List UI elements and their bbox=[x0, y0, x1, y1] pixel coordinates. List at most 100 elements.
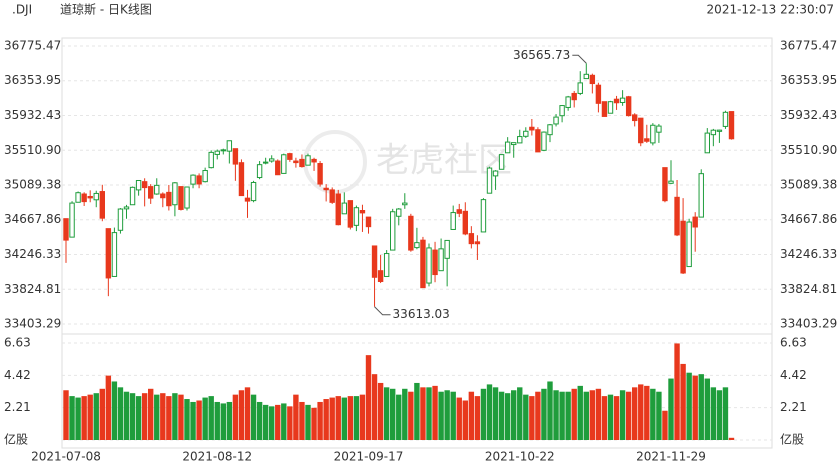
volume-bar bbox=[529, 396, 535, 440]
volume-bar bbox=[148, 388, 154, 440]
candle-body bbox=[426, 247, 432, 284]
candle-body bbox=[722, 111, 729, 127]
candle-body bbox=[613, 98, 620, 104]
volume-bar bbox=[468, 391, 475, 440]
candle-body bbox=[123, 206, 130, 210]
candle-body bbox=[632, 114, 638, 122]
candle-body bbox=[674, 196, 680, 236]
volume-bar bbox=[656, 391, 662, 440]
candle-body bbox=[111, 232, 118, 277]
volume-bar bbox=[129, 393, 136, 440]
volume-bar bbox=[63, 390, 69, 440]
candle-body bbox=[87, 195, 93, 199]
volume-bar bbox=[269, 406, 275, 440]
candle-body bbox=[335, 193, 341, 226]
candle-body bbox=[504, 141, 511, 154]
candle-body bbox=[619, 97, 626, 104]
volume-bar bbox=[601, 396, 608, 440]
volume-bar bbox=[438, 391, 444, 440]
candle-body bbox=[638, 117, 644, 144]
volume-bar bbox=[650, 388, 656, 440]
volume-bar bbox=[523, 394, 529, 440]
volume-bar bbox=[335, 396, 341, 440]
volume-bar bbox=[486, 384, 493, 440]
candle-body bbox=[480, 199, 487, 233]
candle-body bbox=[196, 175, 202, 185]
candle-body bbox=[232, 148, 239, 165]
volume-bar bbox=[359, 394, 366, 440]
candle-body bbox=[99, 191, 105, 219]
y-tick-label: 34667.86 bbox=[4, 212, 61, 226]
y-tick-label: 35510.90 bbox=[4, 143, 61, 157]
candle-body bbox=[299, 158, 305, 168]
volume-bar bbox=[135, 396, 142, 440]
volume-bar bbox=[583, 391, 589, 440]
y-tick-label-right: 35089.38 bbox=[780, 178, 837, 192]
candle-body bbox=[408, 215, 414, 251]
volume-bar bbox=[408, 391, 414, 440]
candle-body bbox=[390, 211, 396, 251]
volume-bar bbox=[172, 393, 178, 440]
candle-body bbox=[547, 124, 553, 136]
candle-body bbox=[444, 239, 450, 259]
volume-bar bbox=[716, 390, 723, 440]
volume-bar bbox=[214, 401, 220, 440]
y-tick-label-right: 35932.43 bbox=[780, 108, 837, 122]
volume-bar bbox=[111, 381, 118, 440]
candle-body bbox=[704, 132, 710, 154]
volume-bar bbox=[287, 406, 293, 440]
volume-bar bbox=[662, 410, 668, 440]
candle-body bbox=[686, 221, 692, 268]
candle-body bbox=[220, 149, 227, 152]
volume-bar bbox=[347, 396, 354, 440]
volume-bar bbox=[232, 394, 239, 440]
volume-bar bbox=[238, 390, 245, 440]
y-tick-label-right: 36775.47 bbox=[780, 39, 837, 53]
candle-body bbox=[135, 179, 142, 191]
y-tick-label-right: 4.42 bbox=[780, 368, 807, 382]
candle-body bbox=[577, 82, 583, 94]
candle-body bbox=[129, 186, 136, 206]
volume-bar bbox=[105, 375, 112, 440]
candle-body bbox=[492, 170, 499, 177]
volume-bar bbox=[244, 387, 251, 440]
candle-body bbox=[462, 210, 469, 235]
x-tick-label: 2021-10-22 bbox=[485, 450, 555, 464]
candle-body bbox=[329, 189, 335, 203]
y-tick-label: 33403.29 bbox=[4, 317, 61, 331]
volume-bar bbox=[305, 404, 311, 440]
candle-body bbox=[117, 208, 124, 231]
volume-bar bbox=[492, 387, 499, 440]
volume-bar bbox=[625, 391, 632, 440]
volume-bar bbox=[710, 387, 717, 440]
y-tick-label: 35932.43 bbox=[4, 108, 61, 122]
candle-body bbox=[178, 186, 184, 210]
volume-bar bbox=[329, 397, 335, 440]
volume-bar bbox=[559, 391, 565, 440]
volume-bar bbox=[365, 355, 372, 440]
candle-body bbox=[317, 163, 323, 185]
candle-body bbox=[238, 162, 245, 197]
candle-body bbox=[728, 111, 735, 140]
volume-bar bbox=[414, 382, 420, 440]
volume-bar bbox=[250, 394, 257, 440]
candle-body bbox=[601, 101, 608, 117]
candle-body bbox=[166, 191, 172, 207]
candle-body bbox=[710, 129, 717, 136]
volume-bar bbox=[420, 387, 426, 440]
candle-body bbox=[81, 193, 87, 203]
volume-bar bbox=[220, 403, 226, 440]
volume-bar bbox=[432, 385, 438, 440]
candle-body bbox=[311, 158, 317, 163]
volume-bar bbox=[480, 388, 487, 440]
candle-body bbox=[214, 150, 220, 155]
volume-bar bbox=[456, 397, 462, 440]
candle-body bbox=[692, 216, 698, 228]
volume-bar bbox=[154, 394, 160, 440]
candle-body bbox=[281, 154, 287, 174]
volume-bar bbox=[396, 394, 402, 440]
volume-bar bbox=[117, 387, 124, 440]
volume-bar bbox=[444, 390, 450, 440]
volume-bar bbox=[202, 397, 208, 440]
volume-bar bbox=[69, 396, 75, 440]
